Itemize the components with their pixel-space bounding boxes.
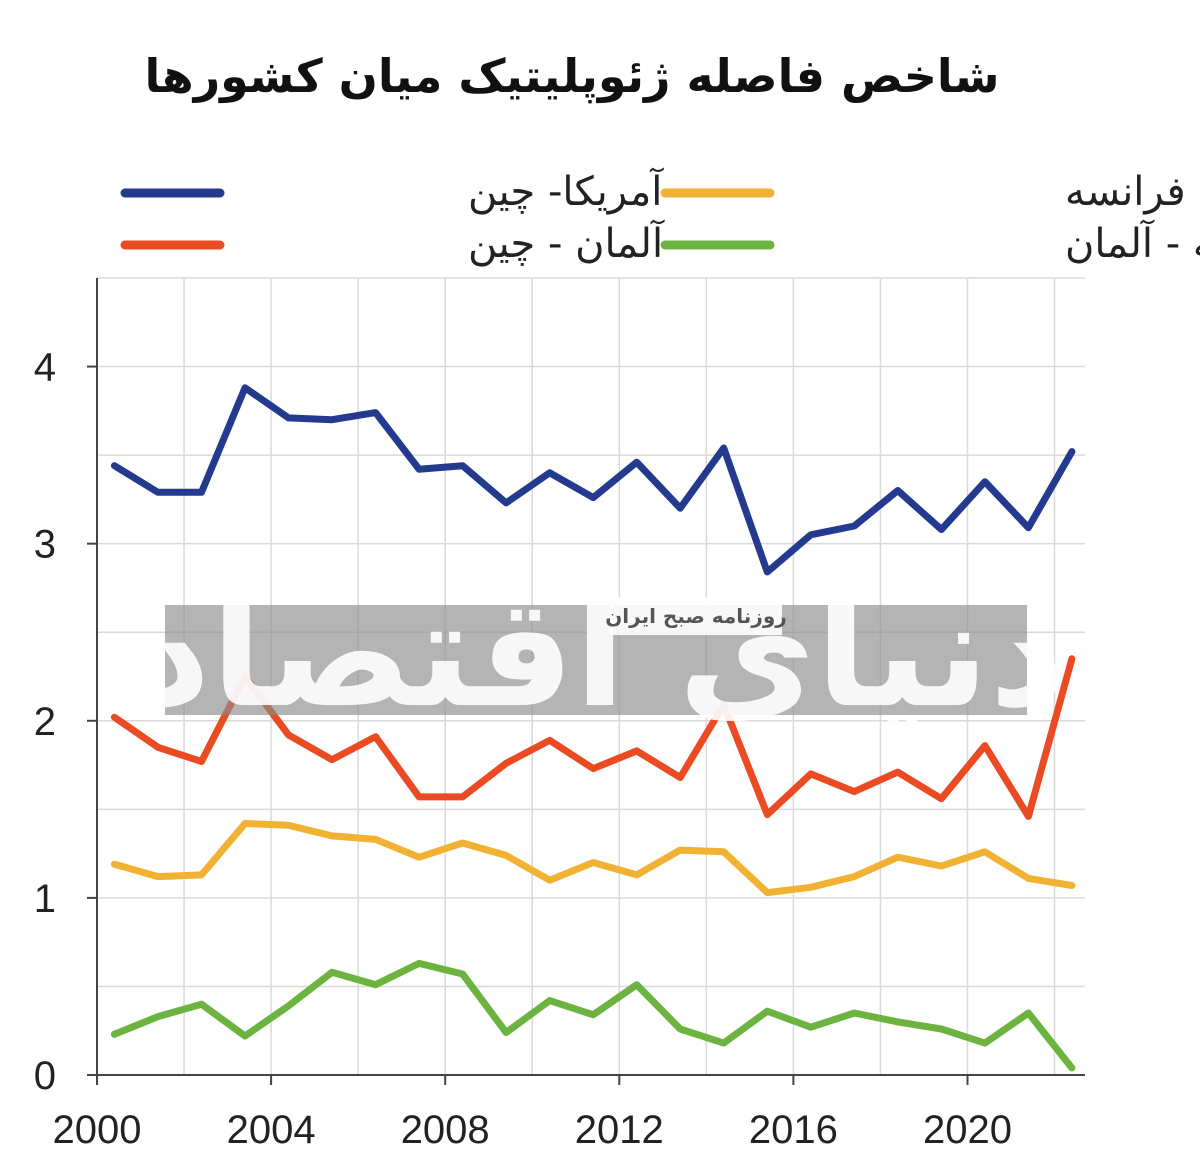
legend-label-1: آمریکا- چین <box>468 167 664 215</box>
watermark-tagline-bg <box>610 597 782 635</box>
watermark-band <box>165 605 1027 715</box>
x-tick-label: 2004 <box>227 1108 316 1152</box>
series-line-3 <box>110 655 1076 820</box>
series-line-4 <box>110 959 1076 1072</box>
x-tick-label: 2020 <box>923 1108 1012 1152</box>
chart-title: شاخص فاصله ژئوپلیتیک میان کشورها <box>145 49 1000 104</box>
y-tick-label: 3 <box>34 523 56 567</box>
y-tick-label: 0 <box>34 1054 56 1098</box>
legend: آمریکا- چین آمریکا- فرانسه آلمان - چین فران… <box>120 167 1200 267</box>
watermark-logo: دنیای اقتصاد <box>134 567 1067 741</box>
legend-label-2: آمریکا- فرانسه <box>1065 167 1200 215</box>
y-tick-label: 1 <box>34 877 56 921</box>
watermark: دنیای اقتصاد روزنامه صبح ایران <box>134 567 1067 741</box>
x-tick-label: 2016 <box>749 1108 838 1152</box>
axes <box>87 278 1085 1085</box>
legend-label-3: آلمان - چین <box>468 219 665 267</box>
series-line-1 <box>110 384 1076 576</box>
y-tick-label: 4 <box>34 346 56 390</box>
series-lines <box>110 384 1076 1072</box>
x-tick-label: 2012 <box>575 1108 664 1152</box>
y-tick-label: 2 <box>34 700 56 744</box>
watermark-tagline: روزنامه صبح ایران <box>605 604 787 628</box>
series-line-2 <box>110 820 1076 897</box>
x-tick-label: 2008 <box>401 1108 490 1152</box>
x-tick-label: 2000 <box>53 1108 142 1152</box>
legend-label-4: فرانسه - آلمان <box>1065 219 1200 267</box>
tick-labels: 2000 2004 2008 2012 2016 2020 0 1 2 3 4 <box>34 346 1012 1152</box>
